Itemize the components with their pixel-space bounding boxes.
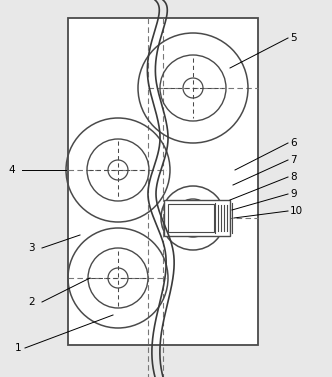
Text: 6: 6	[290, 138, 296, 148]
Bar	[168, 204, 214, 232]
Text: 9: 9	[290, 189, 296, 199]
Text: 10: 10	[290, 206, 303, 216]
Text: 8: 8	[290, 172, 296, 182]
Text: 7: 7	[290, 155, 296, 165]
Bar	[68, 18, 258, 345]
Text: 1: 1	[15, 343, 22, 353]
Text: 3: 3	[28, 243, 35, 253]
Bar	[164, 200, 230, 236]
Text: 4: 4	[8, 165, 15, 175]
Text: 5: 5	[290, 33, 296, 43]
Text: 2: 2	[28, 297, 35, 307]
